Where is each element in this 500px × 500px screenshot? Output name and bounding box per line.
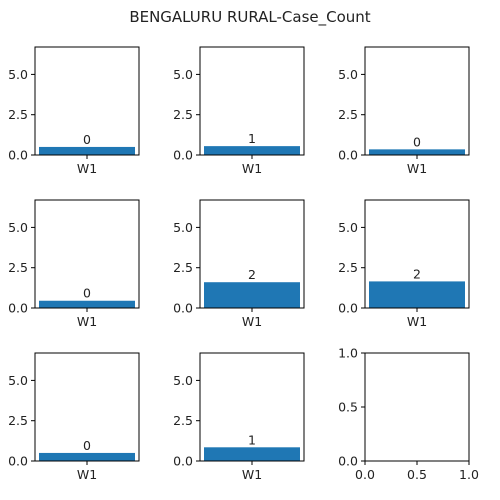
y-tick-label: 5.0 [338,220,358,235]
x-tick-label: W1 [77,314,97,329]
subplot-2: 0.0 2.5 5.0 1 W1 [173,46,305,176]
bar-data-label: 0 [83,286,91,301]
y-tick-label: 0.0 [338,454,358,469]
bar-data-label: 0 [83,438,91,453]
bar [369,149,465,155]
y-tick-label: 2.5 [173,413,193,428]
bar-data-label: 0 [83,132,91,147]
x-tick-label: W1 [77,161,97,176]
bar [204,146,300,155]
x-tick-label: W1 [242,467,262,482]
bar [39,452,135,461]
y-tick-label: 2.5 [8,413,28,428]
subplot-6: 0.0 2.5 5.0 2 W1 [338,199,470,329]
y-tick-label: 5.0 [173,220,193,235]
y-tick-label: 2.5 [338,260,358,275]
y-tick-label: 5.0 [338,67,358,82]
y-tick-label: 0.0 [338,301,358,316]
axes-frame [34,46,140,156]
bar [39,300,135,308]
subplot-5: 0.0 2.5 5.0 2 W1 [173,199,305,329]
bar [204,447,300,461]
subplot-grid: 0.0 2.5 5.0 0 W1 0.0 2.5 5.0 1 W1 0.0 2.5 5.0 0 W1 0.0 2… [8,46,479,483]
y-tick-label: 5.0 [8,220,28,235]
bar [39,146,135,155]
y-tick-label: 1.0 [338,346,358,361]
axes-frame [364,199,470,309]
y-tick-label: 0.0 [8,454,28,469]
x-tick-label: 0.0 [355,467,375,482]
y-tick-label: 5.0 [173,67,193,82]
subplot-8: 0.0 2.5 5.0 1 W1 [173,352,305,482]
y-tick-label: 5.0 [8,373,28,388]
axes-frame [364,352,470,462]
subplot-7: 0.0 2.5 5.0 0 W1 [8,352,140,482]
axes-frame [34,352,140,462]
x-tick-label: W1 [77,467,97,482]
subplot-9: 0.0 0.5 1.0 0.0 0.5 1.0 [338,346,479,483]
y-tick-label: 0.0 [173,454,193,469]
bar-data-label: 1 [248,131,256,146]
x-tick-label: W1 [407,161,427,176]
x-tick-label: W1 [407,314,427,329]
bar-data-label: 1 [248,432,256,447]
axes-frame [34,199,140,309]
axes-frame [199,352,305,462]
y-tick-label: 2.5 [338,107,358,122]
y-tick-label: 0.0 [173,148,193,163]
y-tick-label: 0.0 [173,301,193,316]
y-tick-label: 2.5 [173,107,193,122]
x-tick-label: W1 [242,161,262,176]
x-tick-label: 0.5 [407,467,427,482]
y-tick-label: 0.0 [338,148,358,163]
axes-frame [364,46,470,156]
y-tick-label: 0.5 [338,400,358,415]
y-tick-label: 2.5 [8,260,28,275]
chart-title: BENGALURU RURAL-Case_Count [129,8,370,27]
bar [369,281,465,308]
y-tick-label: 0.0 [8,148,28,163]
y-tick-label: 0.0 [8,301,28,316]
y-tick-label: 2.5 [8,107,28,122]
bar-data-label: 2 [248,267,256,282]
axes-frame [199,46,305,156]
bar [204,282,300,308]
axes-frame [199,199,305,309]
bar-data-label: 2 [413,266,421,281]
subplot-4: 0.0 2.5 5.0 0 W1 [8,199,140,329]
y-tick-label: 5.0 [8,67,28,82]
subplot-1: 0.0 2.5 5.0 0 W1 [8,46,140,176]
bar-data-label: 0 [413,134,421,149]
y-tick-label: 2.5 [173,260,193,275]
x-tick-label: W1 [242,314,262,329]
subplot-3: 0.0 2.5 5.0 0 W1 [338,46,470,176]
x-tick-label: 1.0 [459,467,479,482]
y-tick-label: 5.0 [173,373,193,388]
